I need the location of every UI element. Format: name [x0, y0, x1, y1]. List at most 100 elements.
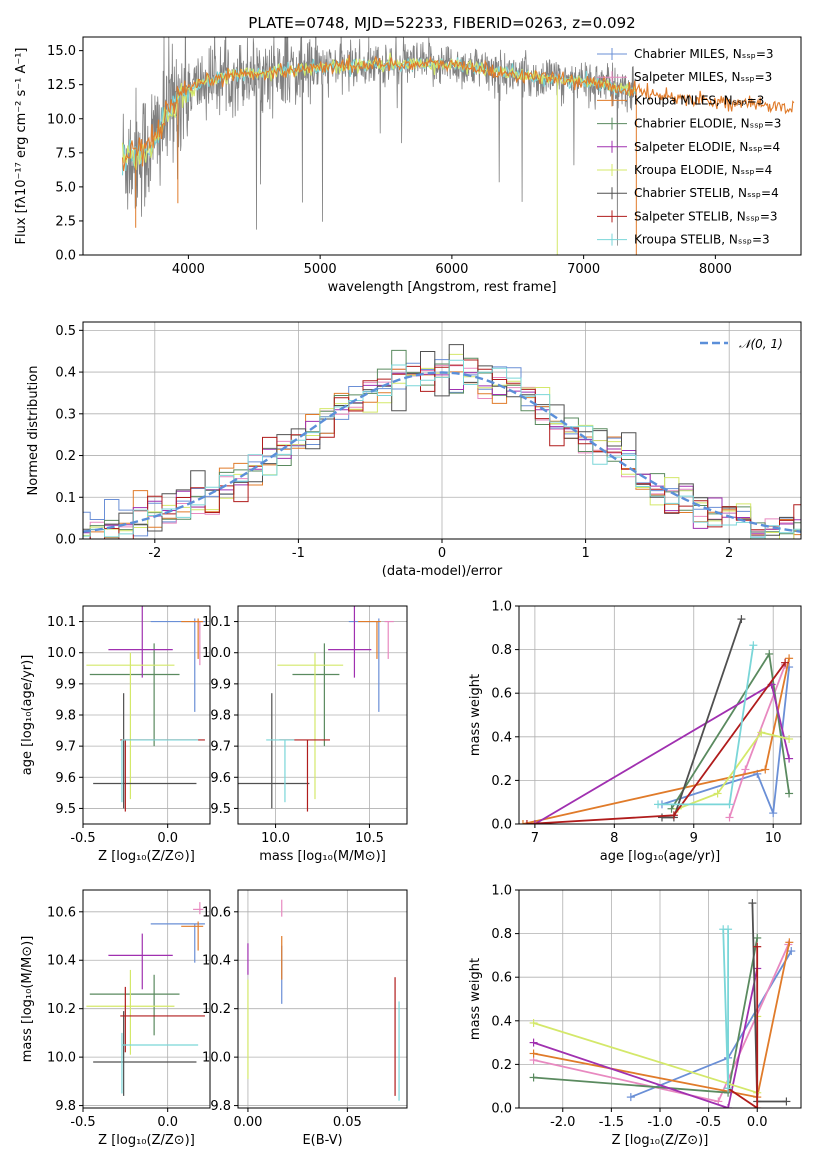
mass_vs_Z-axes: -0.5 0.0 9.8 10.0 10.2 10.4 10.6 Z [log₁₀(Z/Z⊙)… [20, 890, 210, 1148]
y-tick-label: 15.0 [47, 44, 76, 59]
errorbar-point [384, 620, 394, 659]
x-axis-label: wavelength [Angstrom, rest frame] [328, 280, 557, 295]
y-tick-label: 0.5 [55, 324, 76, 339]
legend-entry: 𝒩(0, 1) [739, 337, 783, 351]
x-tick-label: 6000 [435, 262, 468, 277]
errorbar-point [108, 606, 173, 678]
errorbar-point [121, 1032, 199, 1094]
mass_vs_ebv-errorbars [247, 899, 400, 1101]
age_vs_Z-axes: -0.5 0.0 9.5 9.6 9.7 9.8 9.9 10.0 10.1 Z [log₁₀(Z… [20, 606, 210, 864]
legend-entry: Chabrier STELIB, Nₛₛₚ=4 [634, 186, 779, 200]
mass_vs_Z-frame [82, 889, 211, 1109]
weight_vs_age-frame [518, 605, 802, 825]
errorbar-point [181, 618, 204, 659]
y-tick-label: 0.0 [55, 533, 76, 548]
weight_vs_Z-series [529, 899, 796, 1108]
spectrum-lines [121, 37, 795, 255]
plus-marker [769, 809, 778, 818]
y-tick-label: 0.2 [55, 449, 76, 464]
x-tick-label: 7 [531, 831, 539, 846]
plus-marker [757, 728, 766, 737]
x-tick-label: -2.0 [550, 1115, 575, 1130]
residual-histogram-series [83, 359, 801, 539]
y-tick-label: 0.2 [491, 1058, 512, 1073]
plus-marker [753, 942, 762, 951]
legend-entry: Salpeter STELIB, Nₛₛₚ=3 [634, 209, 778, 223]
legend-entry: Chabrier MILES, Nₛₛₚ=3 [634, 47, 774, 61]
x-tick-label: 9 [690, 831, 698, 846]
spectrum-axes: 4000 5000 6000 7000 8000 0.0 2.5 5.0 7.5 10.0 12.5… [14, 44, 732, 295]
legend-entry: Chabrier ELODIE, Nₛₛₚ=3 [634, 117, 781, 131]
y-tick-label: 9.7 [210, 740, 231, 755]
x-tick-label: -0.5 [696, 1115, 721, 1130]
y-tick-label: 9.5 [210, 802, 231, 817]
y-tick-label: 10.1 [47, 615, 76, 630]
residual-histogram-series [83, 344, 801, 536]
plus-marker [529, 1038, 538, 1047]
y-tick-label: 12.5 [47, 78, 76, 93]
y-tick-label: 0.6 [491, 971, 512, 986]
y-tick-label: 9.8 [55, 1099, 76, 1114]
plus-marker [724, 1084, 733, 1093]
y-axis-label: age [log₁₀(age/yr)] [20, 655, 35, 776]
x-tick-label: 2 [725, 546, 733, 561]
mass-weight-line [677, 731, 790, 810]
y-tick-label: 10.0 [47, 112, 76, 127]
x-tick-label: -1 [292, 546, 305, 561]
x-tick-label: 0.00 [233, 1115, 262, 1130]
x-tick-label: 0.0 [157, 831, 178, 846]
y-tick-label: 9.6 [55, 771, 76, 786]
observed-spectrum-line [122, 37, 637, 246]
x-axis-label: Z [log₁₀(Z/Z⊙)] [98, 1133, 195, 1148]
errorbar-point [277, 652, 344, 800]
weight_vs_Z-frame [518, 889, 802, 1109]
x-tick-label: 10.5 [355, 831, 384, 846]
mass-weight-line [630, 950, 793, 1098]
x-tick-label: 0.05 [333, 1115, 362, 1130]
legend-entry: Salpeter MILES, Nₛₛₚ=3 [634, 70, 772, 84]
plus-marker [785, 754, 794, 763]
plus-marker [785, 789, 794, 798]
mass-weight-line [727, 946, 759, 1108]
x-tick-label: -2 [148, 546, 161, 561]
x-tick-label: -0.5 [70, 1115, 95, 1130]
plus-marker [785, 654, 794, 663]
x-axis-label: Z [log₁₀(Z/Z⊙)] [98, 849, 195, 864]
y-axis-label: mass weight [468, 958, 483, 1040]
plus-marker [761, 765, 770, 774]
y-tick-label: 0.2 [491, 774, 512, 789]
x-tick-label: 7000 [567, 262, 600, 277]
mass-weight-line [533, 968, 759, 1108]
errorbar-point [328, 606, 372, 678]
y-tick-label: 10.4 [202, 954, 231, 969]
age_vs_Z-errorbars [86, 606, 205, 812]
y-tick-label: 10.0 [47, 646, 76, 661]
plus-marker [749, 641, 758, 650]
weight_vs_Z-axes: -2.0 -1.5 -1.0 -0.5 0.0 0.0 0.2 0.4 0.6 0.8 1.0 Z [… [468, 884, 801, 1148]
legend-entry: Kroupa MILES, Nₛₛₚ=3 [634, 93, 764, 107]
errorbar-point [108, 933, 173, 990]
legend-entry: Salpeter ELODIE, Nₛₛₚ=4 [634, 140, 780, 154]
y-tick-label: 0.0 [491, 1102, 512, 1117]
errorbar-point [120, 986, 205, 1053]
errorbar-point [93, 1011, 197, 1096]
plus-marker [626, 1093, 635, 1102]
y-tick-label: 9.5 [55, 802, 76, 817]
y-tick-label: 9.7 [55, 740, 76, 755]
legend-entry: Kroupa STELIB, Nₛₛₚ=3 [634, 233, 770, 247]
x-axis-label: (data-model)/error [382, 564, 503, 579]
x-tick-label: 8000 [699, 262, 732, 277]
x-tick-label: -1.5 [599, 1115, 624, 1130]
errorbar-point [193, 902, 204, 915]
y-tick-label: 0.0 [55, 249, 76, 264]
y-tick-label: 9.8 [210, 1099, 231, 1114]
y-tick-label: 9.9 [210, 677, 231, 692]
x-axis-label: age [log₁₀(age/yr)] [600, 849, 721, 864]
chart-title: PLATE=0748, MJD=52233, FIBERID=0263, z=0… [248, 14, 635, 32]
plus-marker [724, 1104, 733, 1108]
plus-marker [529, 1073, 538, 1082]
errorbar-point [238, 693, 310, 809]
y-tick-label: 0.8 [491, 643, 512, 658]
errorbar-point [86, 652, 175, 800]
y-axis-label: mass [log₁₀(M/M⊙)] [20, 936, 35, 1063]
